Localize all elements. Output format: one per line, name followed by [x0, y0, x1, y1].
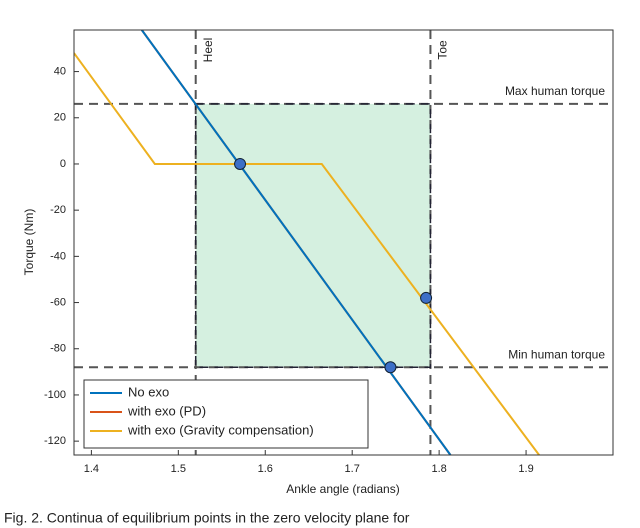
legend-label: with exo (Gravity compensation) [127, 422, 314, 437]
y-tick-label: -60 [50, 296, 66, 308]
equilibrium-point [234, 157, 247, 170]
y-tick-label: -100 [44, 389, 66, 401]
y-tick-label: 20 [54, 112, 66, 124]
x-tick-label: 1.6 [258, 463, 273, 475]
reference-label: Min human torque [508, 347, 605, 361]
equilibrium-point [420, 291, 433, 304]
equilibrium-point [384, 361, 397, 374]
legend-label: with exo (PD) [127, 403, 206, 418]
y-axis-label: Torque (Nm) [22, 209, 36, 276]
y-tick-label: -80 [50, 343, 66, 355]
y-tick-label: -120 [44, 435, 66, 447]
legend-label: No exo [128, 384, 169, 399]
y-tick-label: -40 [50, 250, 66, 262]
series-line [141, 30, 452, 455]
region-border [194, 103, 432, 368]
x-tick-label: 1.7 [345, 463, 360, 475]
x-tick-label: 1.9 [518, 463, 533, 475]
y-tick-label: -20 [50, 204, 66, 216]
x-tick-label: 1.5 [171, 463, 186, 475]
y-tick-label: 0 [60, 158, 66, 170]
reference-label: Max human torque [505, 84, 605, 98]
legend-box [83, 379, 369, 449]
x-tick-label: 1.4 [84, 463, 99, 475]
plot-frame [73, 29, 614, 456]
caption: Fig. 2. Continua of equilibrium points i… [4, 510, 410, 526]
reference-label: Toe [436, 40, 450, 60]
reference-label: Heel [201, 38, 215, 63]
x-axis-label: Ankle angle (radians) [286, 482, 399, 496]
feasible-region [195, 103, 431, 368]
y-tick-label: 40 [54, 65, 66, 77]
x-tick-label: 1.8 [431, 463, 446, 475]
